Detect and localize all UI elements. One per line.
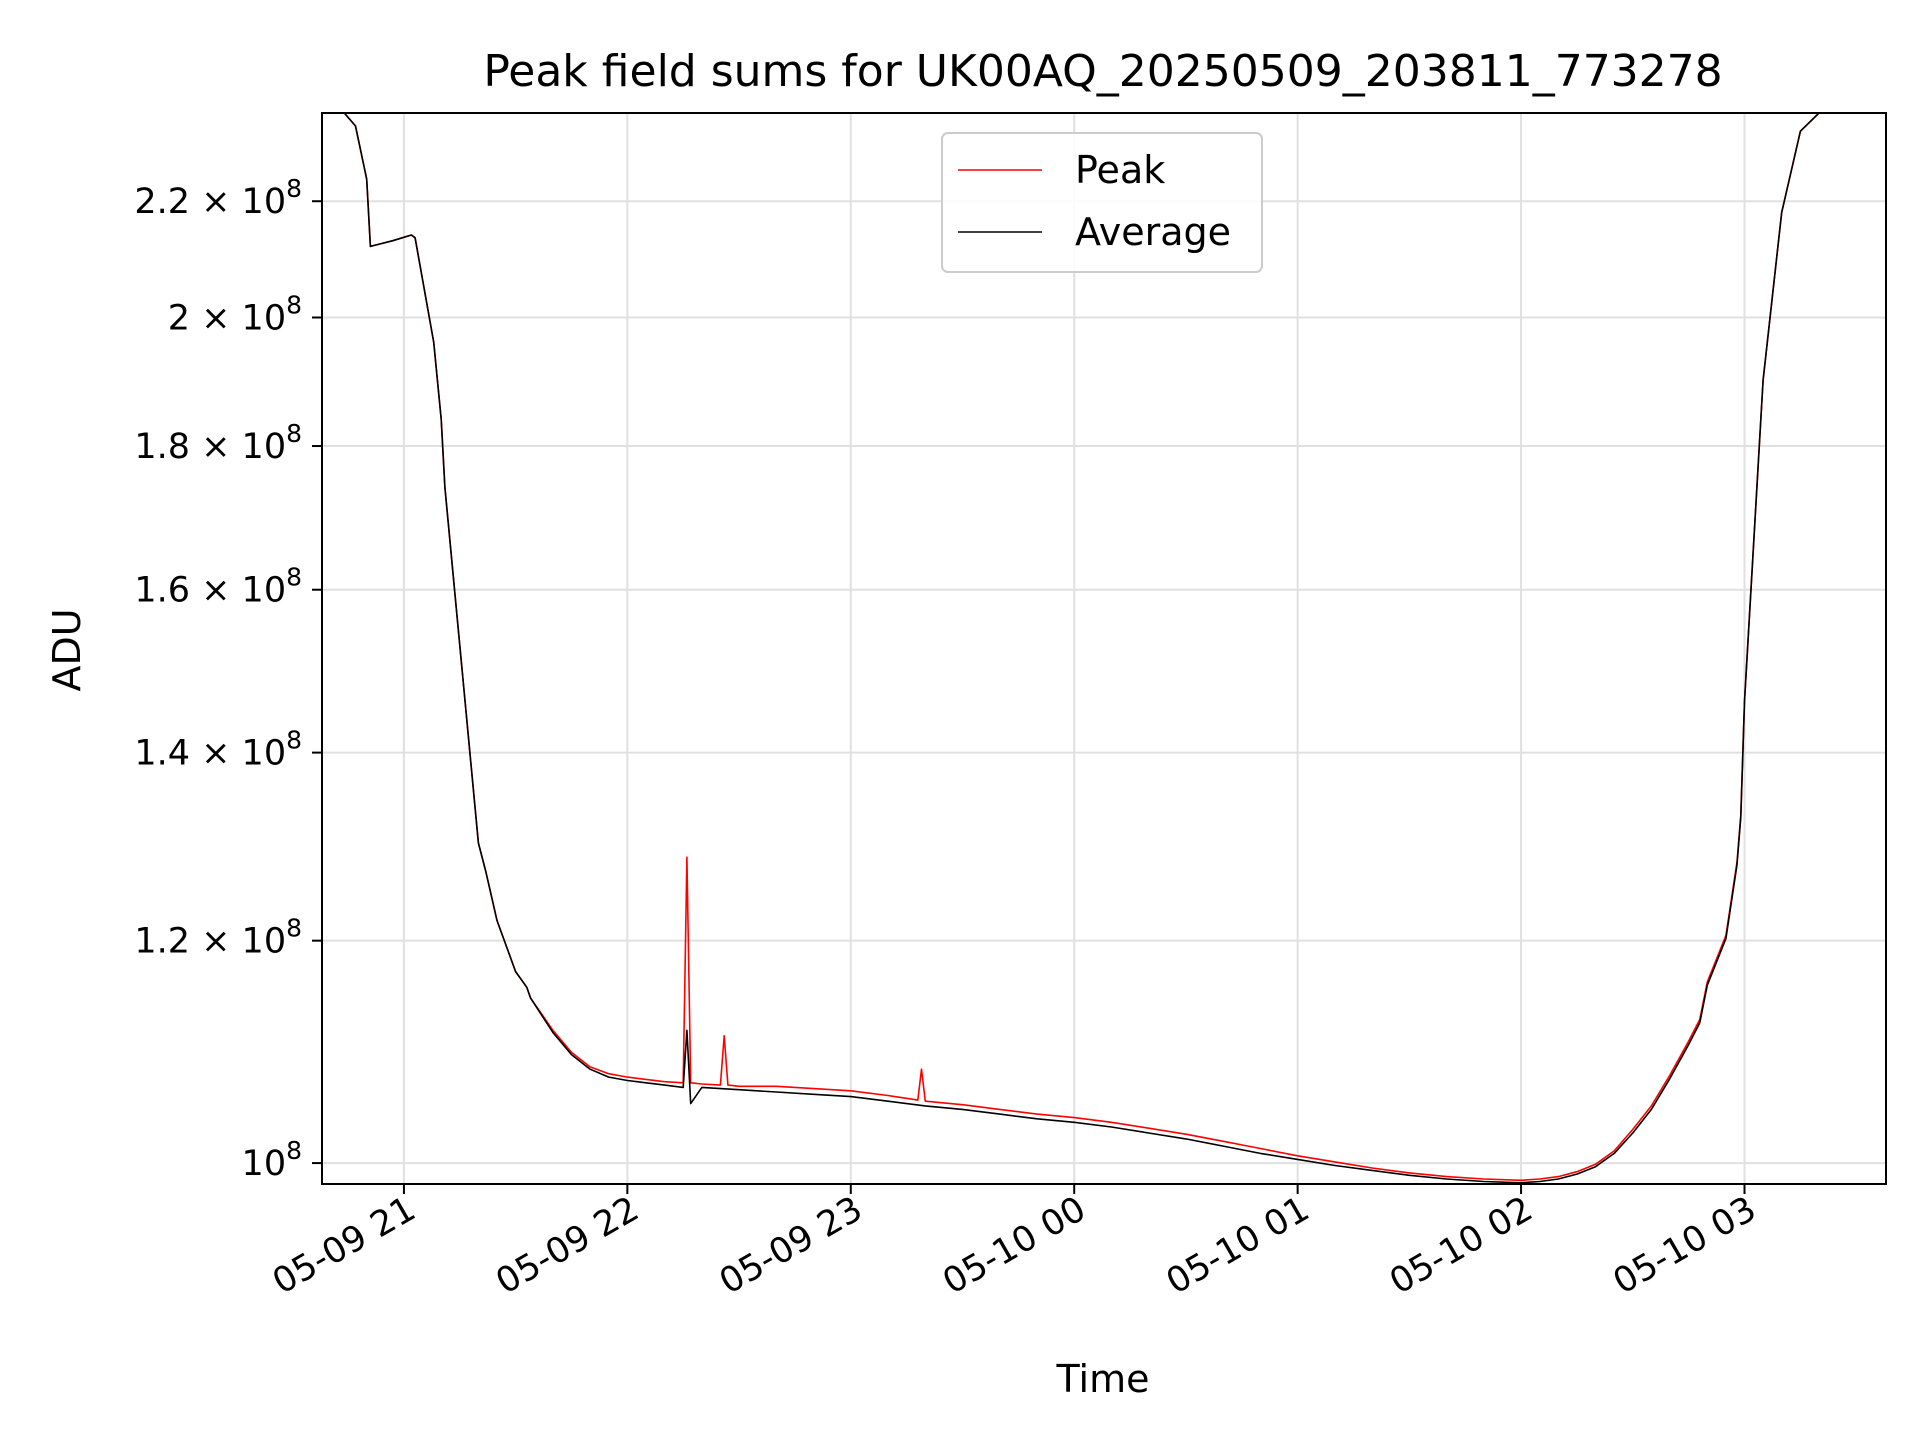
legend: Peak Average: [941, 132, 1263, 273]
y-tick-label-base: 1.4 × 10: [134, 734, 286, 774]
y-axis-label: ADU: [45, 608, 89, 691]
y-tick-label-base: 1.8 × 10: [134, 427, 286, 467]
y-tick-label-base: 2.2 × 10: [134, 182, 286, 222]
chart-title: Peak field sums for UK00AQ_20250509_2038…: [483, 46, 1722, 97]
y-tick-label-base: 10: [242, 1144, 287, 1184]
y-tick-label-exponent: 8: [286, 914, 302, 943]
y-tick-label: 1.6 × 108: [134, 563, 302, 611]
y-tick-label: 2.2 × 108: [134, 174, 302, 222]
y-tick-label-exponent: 8: [286, 563, 302, 592]
y-tick-label-exponent: 8: [286, 419, 302, 448]
y-tick-label: 108: [242, 1136, 302, 1184]
y-tick-label-exponent: 8: [286, 1136, 302, 1165]
y-tick-label-exponent: 8: [286, 726, 302, 755]
y-tick-label-base: 1.6 × 10: [134, 571, 286, 611]
legend-label-average: Average: [1075, 210, 1231, 254]
y-tick-label: 1.8 × 108: [134, 419, 302, 467]
series-line-average: [322, 112, 1886, 1184]
y-tick-label: 2 × 108: [168, 290, 302, 338]
y-tick-label: 1.4 × 108: [134, 726, 302, 774]
y-tick-label-exponent: 8: [286, 290, 302, 319]
legend-label-peak: Peak: [1075, 148, 1165, 192]
y-tick-label-base: 2 × 10: [168, 298, 286, 338]
plot-area-frame: [321, 112, 1887, 1185]
series-lines: [322, 112, 1886, 1184]
y-tick-label-base: 1.2 × 10: [134, 922, 286, 962]
legend-box: [941, 132, 1263, 273]
x-axis-label: Time: [1056, 1357, 1150, 1401]
y-tick-label-exponent: 8: [286, 174, 302, 203]
y-tick-label: 1.2 × 108: [134, 914, 302, 962]
